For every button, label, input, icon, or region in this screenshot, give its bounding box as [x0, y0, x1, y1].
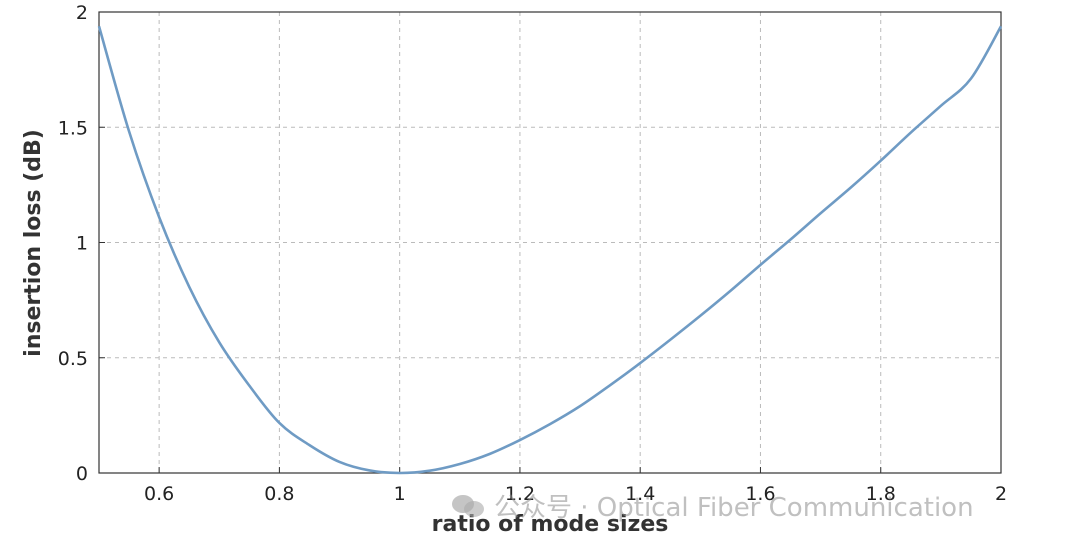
x-tick-label: 1 — [394, 483, 406, 505]
watermark-text: 公众号 · Optical Fiber Communication — [494, 493, 974, 523]
y-tick-label: 0 — [76, 463, 88, 485]
x-tick-label: 1.8 — [866, 483, 896, 505]
ticks: 0.6 0.8 1 1.2 1.4 1.6 1.8 2 0 0.5 1 1.5 2 — [58, 2, 1007, 505]
wechat-icon — [452, 493, 486, 519]
x-tick-label: 1.6 — [745, 483, 775, 505]
y-axis-label: insertion loss (dB) — [21, 129, 46, 357]
x-tick-label: 0.6 — [144, 483, 174, 505]
x-tick-label: 0.8 — [264, 483, 294, 505]
series-layer — [97, 25, 1003, 475]
y-tick-label: 2 — [76, 2, 88, 24]
watermark: 公众号 · Optical Fiber Communication — [452, 487, 974, 524]
x-tick-label: 1.2 — [505, 483, 535, 505]
y-tick-label: 0.5 — [58, 348, 88, 370]
y-tick-label: 1.5 — [58, 117, 88, 139]
y-tick-label: 1 — [76, 233, 88, 255]
series-line-0 — [97, 25, 1003, 475]
x-tick-label: 2 — [995, 483, 1007, 505]
grid — [99, 12, 1001, 473]
x-tick-label: 1.4 — [625, 483, 655, 505]
